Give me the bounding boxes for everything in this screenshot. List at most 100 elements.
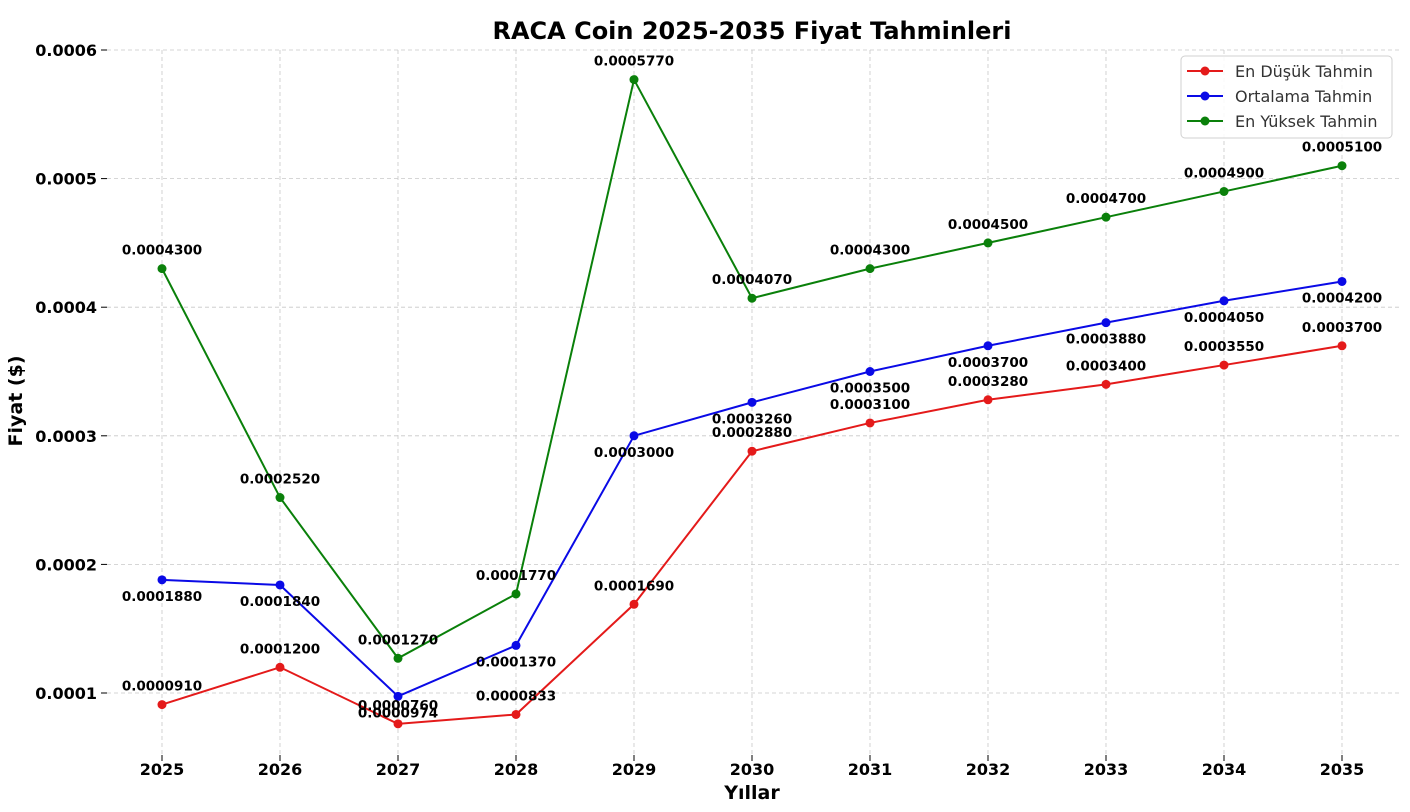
data-point (275, 580, 285, 590)
data-point (1101, 318, 1111, 328)
data-label: 0.0002520 (240, 472, 320, 488)
data-label: 0.0004300 (830, 243, 910, 259)
data-point (275, 662, 285, 672)
data-label: 0.0001770 (476, 568, 556, 584)
data-point (275, 493, 285, 503)
data-label: 0.0000974 (358, 705, 438, 721)
x-axis-label: Yıllar (723, 782, 780, 804)
data-point (629, 431, 639, 441)
x-tick-label: 2035 (1320, 760, 1365, 779)
x-tick-label: 2030 (730, 760, 775, 779)
data-label: 0.0003700 (948, 355, 1028, 371)
legend-label: En Düşük Tahmin (1235, 62, 1373, 81)
data-point (157, 264, 167, 274)
x-tick-label: 2031 (848, 760, 893, 779)
data-label: 0.0003260 (712, 411, 792, 427)
data-label: 0.0000833 (476, 688, 556, 704)
data-label: 0.0001200 (240, 641, 320, 657)
data-point (747, 397, 757, 407)
y-axis-ticks: 0.0001 0.0002 0.0003 0.0004 0.0005 0.0006 (35, 41, 107, 703)
data-point (1101, 379, 1111, 389)
data-point (629, 599, 639, 609)
data-point (393, 719, 403, 729)
x-tick-label: 2029 (612, 760, 657, 779)
data-point (865, 367, 875, 376)
data-label: 0.0002880 (712, 425, 792, 441)
data-labels: 0.0000910 0.0001200 0.0000760 0.0000833 0.00… (122, 54, 1382, 722)
data-point (1337, 276, 1347, 286)
data-point (747, 293, 757, 303)
legend-box (1180, 55, 1393, 139)
data-point (865, 264, 875, 274)
data-label: 0.0001270 (358, 632, 438, 648)
x-tick-label: 2034 (1202, 760, 1247, 779)
data-label: 0.0003700 (1302, 320, 1382, 336)
y-tick-label: 0.0002 (35, 555, 97, 574)
data-label: 0.0005100 (1302, 140, 1382, 156)
data-label: 0.0004050 (1184, 310, 1264, 326)
legend-swatch-marker (1200, 116, 1210, 126)
data-label: 0.0003000 (594, 445, 674, 461)
data-point (983, 238, 993, 248)
legend: En Düşük Tahmin Ortalama Tahmin En Yüksek … (1180, 55, 1393, 139)
data-label: 0.0000760 (358, 698, 438, 714)
data-label: 0.0000910 (122, 679, 202, 695)
data-label: 0.0003100 (830, 397, 910, 413)
data-label: 0.0004200 (1302, 290, 1382, 306)
data-point (1337, 161, 1347, 171)
data-point (983, 395, 993, 405)
data-point (1219, 360, 1229, 370)
x-tick-label: 2033 (1084, 760, 1129, 779)
y-tick-label: 0.0001 (35, 684, 97, 703)
data-point (157, 575, 167, 585)
series-3 (157, 75, 1347, 663)
x-tick-label: 2027 (376, 760, 421, 779)
data-label: 0.0003400 (1066, 358, 1146, 374)
data-label: 0.0003550 (1184, 339, 1264, 355)
data-point (393, 653, 403, 663)
data-point (983, 341, 993, 351)
data-label: 0.0004900 (1184, 165, 1264, 181)
data-point (1101, 212, 1111, 222)
legend-label: En Yüksek Tahmin (1235, 112, 1377, 131)
legend-swatch-marker (1200, 66, 1210, 76)
data-label: 0.0001840 (240, 594, 320, 610)
data-label: 0.0003280 (948, 374, 1028, 390)
y-tick-label: 0.0004 (35, 298, 97, 317)
x-tick-label: 2028 (494, 760, 539, 779)
legend-swatch-marker (1200, 91, 1210, 101)
data-point (629, 75, 639, 85)
data-label: 0.0004300 (122, 243, 202, 259)
data-point (393, 691, 403, 701)
series-1 (157, 341, 1347, 729)
y-tick-label: 0.0006 (35, 41, 97, 60)
series-2 (157, 276, 1347, 701)
data-label: 0.0005770 (594, 54, 674, 70)
y-tick-label: 0.0003 (35, 427, 97, 446)
data-point (1337, 341, 1347, 351)
legend-item: En Yüksek Tahmin (1187, 112, 1377, 131)
x-tick-label: 2026 (258, 760, 303, 779)
chart-title: RACA Coin 2025-2035 Fiyat Tahminleri (492, 17, 1011, 45)
data-label: 0.0004070 (712, 272, 792, 288)
x-tick-label: 2025 (140, 760, 185, 779)
data-point (511, 589, 521, 599)
data-point (511, 709, 521, 719)
data-point (1219, 186, 1229, 196)
data-label: 0.0004700 (1066, 191, 1146, 207)
data-label: 0.0001690 (594, 578, 674, 594)
data-point (1219, 296, 1229, 306)
y-tick-label: 0.0005 (35, 170, 97, 189)
data-point (157, 700, 167, 710)
data-label: 0.0004500 (948, 217, 1028, 233)
x-axis-ticks: 2025 2026 2027 2028 2029 2030 2031 2032 2033 2034… (140, 755, 1365, 779)
data-point (747, 446, 757, 456)
data-point (865, 418, 875, 428)
data-point (511, 640, 521, 650)
legend-item: Ortalama Tahmin (1187, 87, 1372, 106)
legend-item: En Düşük Tahmin (1187, 62, 1373, 81)
series-lines (157, 75, 1347, 729)
legend-label: Ortalama Tahmin (1235, 87, 1372, 106)
data-label: 0.0003880 (1066, 332, 1146, 348)
